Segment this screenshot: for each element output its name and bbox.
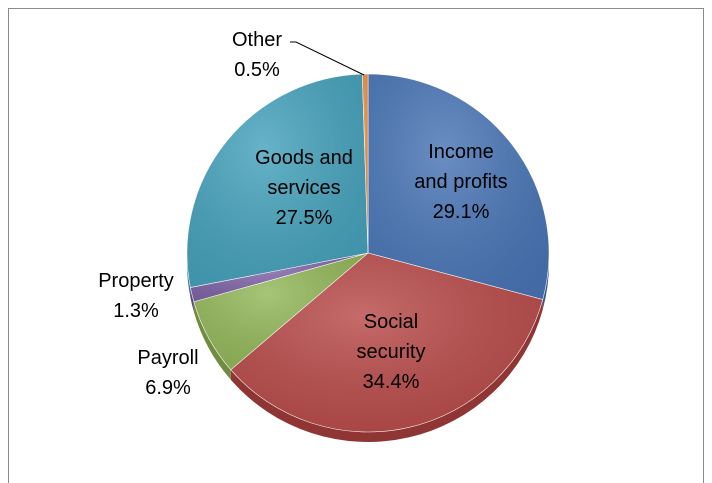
slice-label-line: and profits — [414, 171, 507, 193]
slice-label-line: Income — [428, 141, 494, 163]
slice-label-5: Other 0.5% — [232, 29, 282, 81]
slice-label-line: 27.5% — [276, 207, 333, 229]
slice-label-line: Social — [364, 311, 418, 333]
slice-label-line: Goods and — [255, 147, 353, 169]
slice-label-line: Other — [232, 29, 282, 51]
slice-label-line: services — [267, 177, 340, 199]
slice-label-line: 34.4% — [363, 371, 420, 393]
slice-label-2: Payroll 6.9% — [137, 347, 198, 399]
leader-line-5 — [290, 41, 365, 76]
slice-label-line: Payroll — [137, 347, 198, 369]
slice-label-4: Goods and services 27.5% — [255, 147, 353, 229]
slice-label-line: 29.1% — [433, 201, 490, 223]
slice-label-3: Property 1.3% — [98, 270, 174, 322]
slice-label-line: 1.3% — [113, 300, 159, 322]
pie-labels: Income and profits 29.1% Social security 34.4… — [98, 29, 507, 399]
slice-label-line: 6.9% — [145, 377, 191, 399]
slice-label-line: Property — [98, 270, 174, 292]
slice-label-line: security — [357, 341, 426, 363]
slice-label-1: Social security 34.4% — [357, 311, 426, 393]
slice-label-line: 0.5% — [234, 59, 280, 81]
slice-label-0: Income and profits 29.1% — [414, 141, 507, 223]
